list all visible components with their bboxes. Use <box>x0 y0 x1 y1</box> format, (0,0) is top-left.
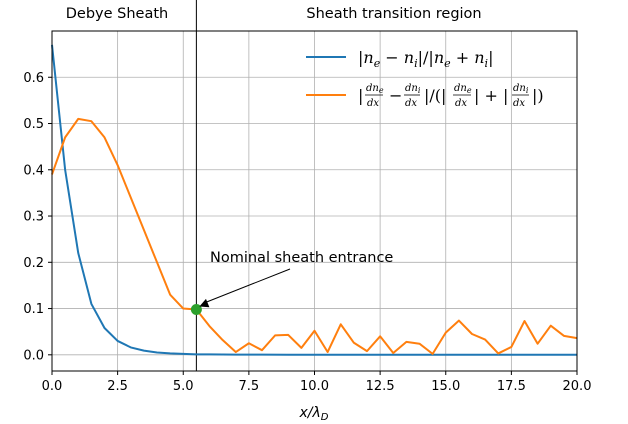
series-layer <box>51 44 578 356</box>
x-tick-label: 10.0 <box>300 379 329 394</box>
plot-frame <box>51 30 578 372</box>
y-tick-label: 0.0 <box>23 348 44 363</box>
series-line-0 <box>51 44 577 356</box>
grid-layer <box>51 0 578 371</box>
x-tick-label: 20.0 <box>563 379 592 394</box>
x-tick-label: 7.5 <box>239 379 260 394</box>
x-tick-label: 12.5 <box>366 379 395 394</box>
x-tick-label: 5.0 <box>173 379 194 394</box>
x-axis-label: x/λD <box>299 405 329 423</box>
svg-text:dx: dx <box>405 98 417 109</box>
svg-text:dx: dx <box>367 98 379 109</box>
region-layer: Debye Sheath Sheath transition region <box>66 6 482 22</box>
sheath-entrance-marker <box>190 303 202 315</box>
svg-text:|/(|: |/(| <box>424 86 446 105</box>
svg-text:dne: dne <box>454 83 472 95</box>
svg-text:dni: dni <box>405 83 421 95</box>
legend-label-gradients: | dne dx − dni dx |/(| dne dx | + | dni … <box>358 83 544 109</box>
y-tick-label: 0.5 <box>23 117 44 132</box>
svg-text:|: | <box>358 86 363 105</box>
svg-text:dx: dx <box>455 98 467 109</box>
legend: |ne − ni|/|ne + ni| | dne dx − dni dx |/… <box>306 48 544 109</box>
region-label-transition: Sheath transition region <box>306 6 481 22</box>
x-tick-label: 0.0 <box>42 379 63 394</box>
y-tick-label: 0.3 <box>23 210 44 225</box>
y-tick-label: 0.4 <box>23 163 44 178</box>
annotation-arrow-head <box>199 298 210 308</box>
y-tick-label: 0.2 <box>23 256 44 271</box>
region-label-debye-sheath: Debye Sheath <box>66 6 168 22</box>
annotation-layer: Nominal sheath entrance <box>199 250 393 308</box>
svg-text:dne: dne <box>366 83 384 95</box>
svg-text:dx: dx <box>513 98 525 109</box>
y-tick-label: 0.1 <box>23 302 44 317</box>
svg-text:| + |: | + | <box>474 86 508 105</box>
svg-text:dni: dni <box>513 83 529 95</box>
x-tick-label: 2.5 <box>107 379 128 394</box>
svg-text:−: − <box>389 86 402 105</box>
y-tick-label: 0.6 <box>23 71 44 86</box>
annotation-label: Nominal sheath entrance <box>210 250 393 266</box>
x-tick-label: 17.5 <box>497 379 526 394</box>
svg-text:|): |) <box>532 86 544 105</box>
legend-label-ne-ni: |ne − ni|/|ne + ni| <box>358 48 493 70</box>
tick-layer: 0.0 2.5 5.0 7.5 10.0 12.5 15.0 17.5 20.0 0.0 0.1 0.… <box>23 71 591 394</box>
x-tick-label: 15.0 <box>431 379 460 394</box>
annotation-arrow-shaft <box>205 268 291 303</box>
series-line-1 <box>51 117 578 355</box>
